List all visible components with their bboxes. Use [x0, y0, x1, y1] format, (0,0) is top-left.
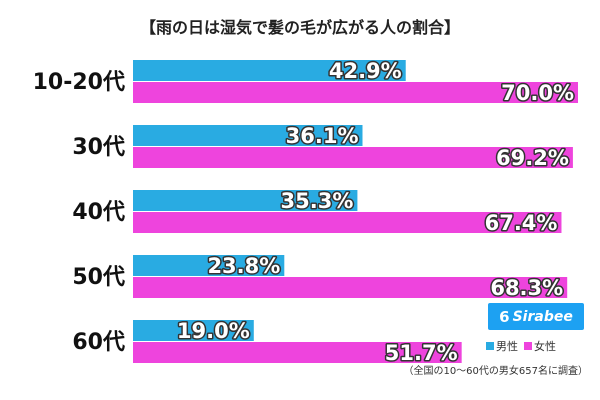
value-label-male: 19.0%	[177, 319, 250, 343]
value-label-female: 67.4%	[485, 211, 558, 235]
survey-note: （全国の10～60代の男女657名に調査）	[403, 366, 588, 377]
value-label-female: 70.0%	[501, 81, 574, 105]
value-label-male: 23.8%	[207, 254, 280, 278]
legend-swatch-male	[486, 342, 494, 350]
legend-label-female: 女性	[534, 340, 556, 353]
bar-female	[133, 342, 462, 363]
sirabee-logo: 6 Sirabee	[488, 303, 584, 330]
legend-label-male: 男性	[496, 340, 518, 353]
category-label: 40代	[72, 200, 125, 225]
bar-female	[133, 147, 573, 168]
value-label-female: 69.2%	[496, 146, 569, 170]
bar-male	[133, 60, 406, 81]
bar-male	[133, 320, 254, 341]
bar-male	[133, 190, 358, 211]
category-label: 60代	[72, 330, 125, 355]
value-label-male: 42.9%	[329, 59, 402, 83]
category-label: 30代	[72, 135, 125, 160]
bar-female	[133, 212, 562, 233]
legend-swatch-female	[524, 342, 532, 350]
chart-legend: 男性 女性	[486, 338, 562, 354]
category-label: 50代	[72, 265, 125, 290]
value-label-male: 35.3%	[281, 189, 354, 213]
legend-item-male: 男性	[486, 338, 518, 354]
category-label: 10-20代	[33, 70, 125, 95]
logo-text: Sirabee	[512, 308, 573, 325]
bar-male	[133, 255, 285, 276]
value-label-male: 36.1%	[286, 124, 359, 148]
bar-male	[133, 125, 363, 146]
bar-female	[133, 277, 568, 298]
chart-title: 【雨の日は湿気で髪の毛が広がる人の割合】	[139, 18, 460, 37]
legend-item-female: 女性	[524, 338, 556, 354]
bar-female	[133, 82, 578, 103]
value-label-female: 51.7%	[385, 341, 458, 365]
value-label-female: 68.3%	[490, 276, 563, 300]
logo-mark: 6	[499, 307, 510, 326]
